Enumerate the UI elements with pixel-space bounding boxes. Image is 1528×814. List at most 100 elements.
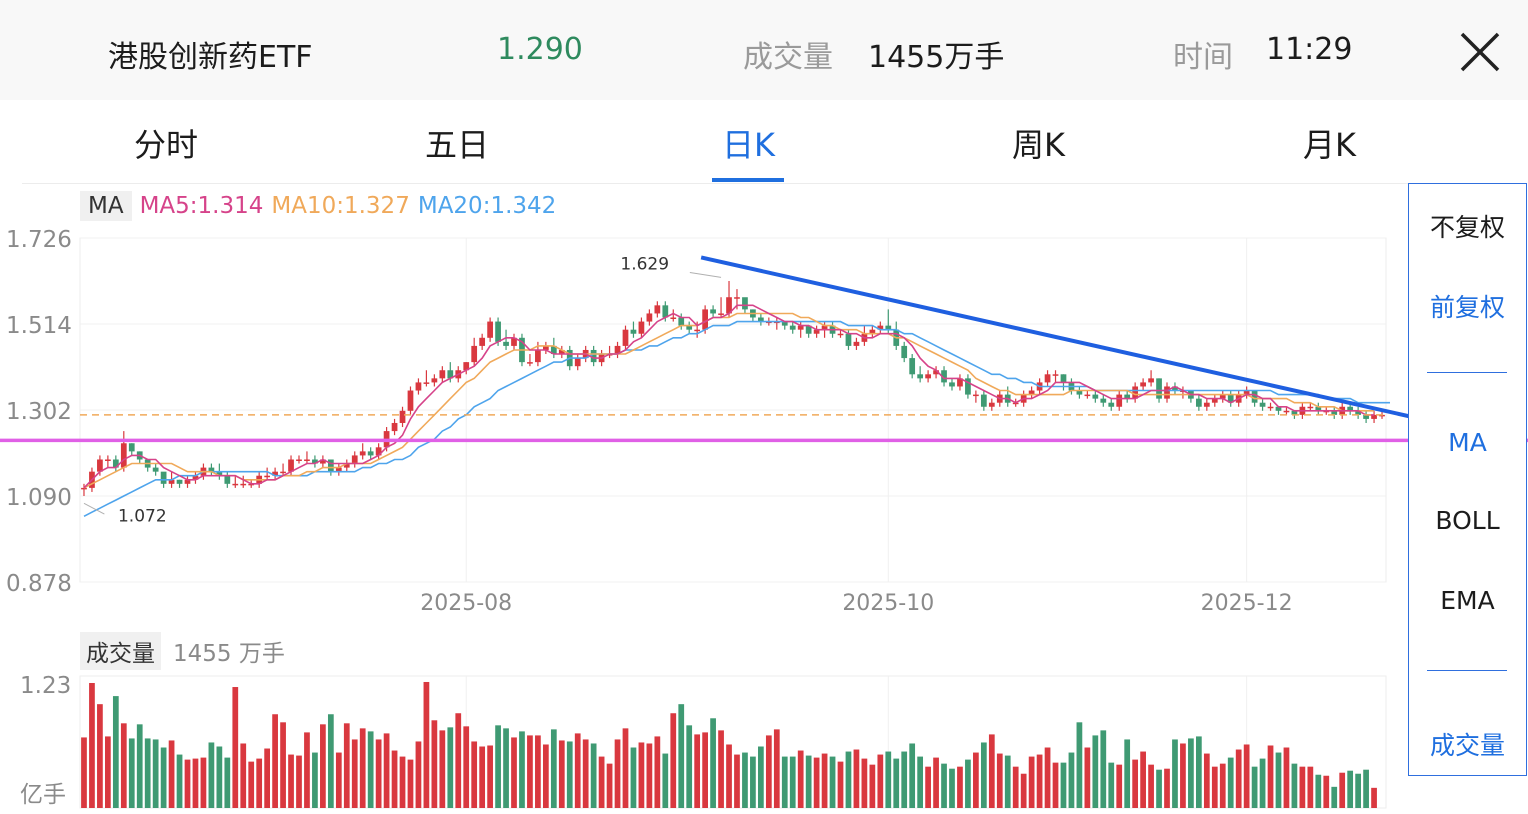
tab-intraday[interactable]: 分时	[134, 126, 199, 164]
volume-bar	[224, 757, 231, 808]
candle-body	[646, 313, 653, 322]
candle-body	[1227, 394, 1234, 403]
volume-bar	[391, 750, 398, 808]
volume-bar	[1267, 745, 1274, 808]
tabs-divider	[22, 183, 1408, 184]
candle-body	[527, 362, 533, 364]
candle-body	[240, 483, 247, 486]
volume-bar	[1100, 730, 1107, 808]
volume-bar	[208, 742, 215, 808]
volume-bar	[710, 718, 716, 808]
candle-body	[1028, 390, 1035, 395]
no-adjust-option[interactable]: 不复权	[1429, 213, 1505, 242]
volume-bar	[988, 734, 995, 808]
high-price-label: 1.629	[620, 254, 669, 274]
annotation-leader	[83, 502, 105, 515]
volume-bar	[1371, 787, 1377, 808]
volume-bar	[415, 741, 422, 808]
candle-body	[821, 325, 828, 330]
candle-body	[853, 341, 860, 346]
boll-option[interactable]: BOLL	[1435, 506, 1500, 535]
candle-body	[1243, 390, 1250, 395]
candle-body	[97, 459, 103, 472]
volume-bar	[980, 742, 987, 808]
candle-body	[1172, 386, 1178, 391]
candle-body	[1140, 382, 1146, 387]
volume-bar	[933, 757, 939, 808]
volume-bar	[527, 735, 533, 808]
volume-bar	[511, 737, 517, 808]
volume-bar	[136, 724, 143, 808]
volume-bar	[662, 753, 669, 808]
volume-bar	[312, 752, 318, 808]
candle-body	[415, 382, 422, 391]
ma-option[interactable]: MA	[1448, 428, 1487, 457]
tab-monthly-k[interactable]: 月K	[1303, 126, 1356, 164]
candle-body	[184, 479, 191, 484]
volume-bar	[423, 681, 430, 808]
candle-body	[758, 317, 764, 322]
panel-divider	[1427, 372, 1507, 373]
candle-body	[694, 329, 701, 332]
volume-plot-frame	[79, 675, 1387, 809]
volume-bar	[1124, 739, 1131, 808]
ema-option[interactable]: EMA	[1440, 586, 1495, 615]
volume-bar	[1355, 773, 1361, 808]
volume-bar	[264, 748, 271, 808]
candle-body	[885, 325, 892, 330]
volume-bar	[821, 753, 828, 808]
candle-body	[320, 459, 326, 464]
y-tick-label: 1.514	[6, 313, 72, 339]
candle-body	[710, 309, 716, 314]
volume-bar	[630, 747, 637, 808]
candle-body	[813, 329, 820, 334]
candle-body	[837, 333, 844, 336]
candle-body	[120, 443, 127, 468]
volume-bar	[861, 758, 868, 808]
volume-bar	[742, 752, 748, 808]
volume-bar	[232, 687, 239, 808]
close-icon[interactable]	[1458, 30, 1502, 74]
security-name: 港股创新药ETF	[108, 40, 313, 75]
volume-bar	[614, 739, 621, 808]
volume-bar	[941, 763, 947, 808]
tab-weekly-k[interactable]: 周K	[1012, 126, 1065, 164]
volume-bar	[949, 768, 955, 808]
candle-body	[359, 451, 366, 456]
candle-body	[1331, 410, 1338, 415]
candle-body	[933, 370, 939, 375]
candle-body	[845, 333, 852, 346]
candle-body	[558, 349, 565, 355]
volume-bar	[829, 756, 836, 808]
volume-bar	[503, 728, 509, 808]
candle-body	[901, 345, 908, 359]
volume-bar	[335, 752, 342, 808]
volume-bar	[558, 740, 565, 808]
volume-bar	[1092, 735, 1099, 808]
volume-y-tick-label: 1.23	[20, 673, 71, 699]
volume-bar	[1172, 739, 1178, 808]
volume-option[interactable]: 成交量	[1429, 731, 1505, 760]
volume-bar	[439, 730, 446, 808]
volume-bar	[678, 704, 685, 808]
volume-bar	[1211, 766, 1218, 808]
volume-bar	[917, 756, 924, 808]
candle-body	[503, 341, 509, 346]
y-tick-label: 0.878	[6, 571, 72, 597]
candle-body	[1363, 414, 1369, 419]
tab-five-day[interactable]: 五日	[425, 126, 490, 164]
candle-body	[941, 370, 947, 383]
candle-body	[1251, 390, 1258, 403]
volume-bar	[200, 757, 207, 808]
volume-bar	[1116, 764, 1123, 808]
volume-bar	[1108, 762, 1115, 808]
volume-bar	[973, 752, 979, 808]
tab-daily-k[interactable]: 日K	[722, 126, 775, 164]
time-label: 时间	[1173, 40, 1233, 75]
volume-bar	[765, 735, 772, 808]
forward-adjust-option[interactable]: 前复权	[1429, 293, 1505, 322]
candle-body	[375, 447, 382, 456]
volume-bar	[1148, 764, 1154, 808]
volume-bar	[447, 727, 454, 808]
